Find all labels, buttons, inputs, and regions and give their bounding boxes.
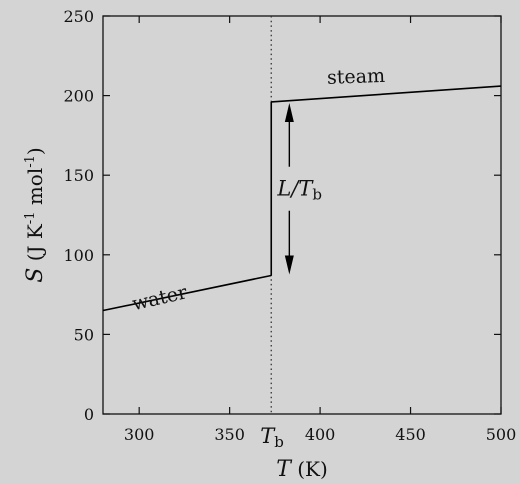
- x-tick-label: 400: [305, 425, 336, 444]
- x-tick-label: 300: [124, 425, 155, 444]
- plot-frame: [102, 15, 502, 415]
- x-tick-label: 450: [395, 425, 426, 444]
- x-axis-title: T (K): [276, 457, 328, 482]
- series-lines: [102, 85, 502, 312]
- y-tick-label: 250: [63, 7, 94, 26]
- arrow-head-down: [284, 255, 294, 275]
- series-line-steam: [271, 85, 502, 103]
- series-line-water: [102, 274, 272, 312]
- boiling-point-line: Tb: [260, 16, 284, 451]
- label-steam: steam: [327, 65, 386, 89]
- plot-area-border: [102, 15, 502, 415]
- latent-heat-label: L/Tb: [276, 177, 322, 204]
- tb-tick-label: Tb: [260, 424, 284, 451]
- label-water: water: [130, 281, 190, 315]
- y-axis-title: S (J K-1 mol-1): [23, 147, 48, 282]
- y-tick-label: 0: [84, 405, 94, 424]
- y-tick-label: 100: [63, 246, 94, 265]
- y-axis-ticks: 0 50 100 150 200 250: [63, 7, 501, 424]
- y-tick-label: 150: [63, 166, 94, 185]
- arrow-head-up: [284, 102, 294, 122]
- axis-titles: T (K) S (J K-1 mol-1): [23, 147, 328, 482]
- latent-heat-arrow: L/Tb: [276, 102, 322, 275]
- y-tick-label: 50: [74, 325, 94, 344]
- y-tick-label: 200: [63, 87, 94, 106]
- x-tick-label: 500: [486, 425, 517, 444]
- x-tick-label: 350: [214, 425, 245, 444]
- x-axis-ticks: 300 350 400 450 500: [124, 16, 516, 444]
